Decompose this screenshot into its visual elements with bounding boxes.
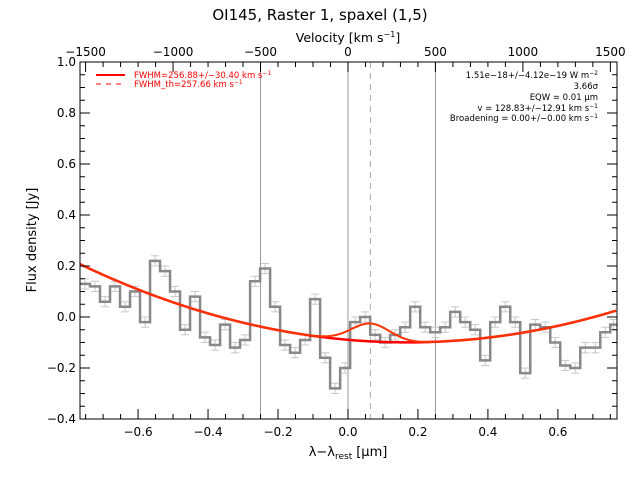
x-tick-label: −0.2 <box>263 425 292 439</box>
x-tick-label: −0.4 <box>193 425 222 439</box>
annotation-broadening: Broadening = 0.00+/−0.00 km s−1 <box>450 113 598 124</box>
y-tick-label: 0.6 <box>57 157 76 171</box>
y-tick-label: 1.0 <box>57 55 76 69</box>
data-step-line <box>80 259 617 390</box>
x-tick-label: 0.4 <box>478 425 497 439</box>
chart-title: OI145, Raster 1, spaxel (1,5) <box>212 6 427 24</box>
y-tick-label: 0.2 <box>57 259 76 273</box>
x-tick-label: 0.0 <box>338 425 357 439</box>
x2-tick-label: −1000 <box>153 45 194 59</box>
y-axis-label: Flux density [Jy] <box>25 188 40 293</box>
x-tick-label: −0.6 <box>124 425 153 439</box>
y-tick-label: −0.4 <box>47 412 76 426</box>
x2-tick-label: 1000 <box>508 45 539 59</box>
gaussian-fit-line <box>79 263 617 343</box>
y-tick-label: 0.8 <box>57 106 76 120</box>
y-tick-label: 0.0 <box>57 310 76 324</box>
x2-tick-label: −500 <box>244 45 277 59</box>
annotation-flux: 1.51e−18+/−4.12e−19 W m−2 <box>466 70 598 81</box>
x2-tick-label: 500 <box>424 45 447 59</box>
annotation-velocity: v = 128.83+/−12.91 km s−1 <box>477 103 598 114</box>
x-tick-label: 0.6 <box>548 425 567 439</box>
x2-tick-label: 0 <box>344 45 352 59</box>
y-tick-label: −0.2 <box>47 361 76 375</box>
y-tick-label: 0.4 <box>57 208 76 222</box>
x2-tick-label: 1500 <box>595 45 626 59</box>
x2-tick-label: −1500 <box>65 45 106 59</box>
annotation-eqw: EQW = 0.01 μm <box>530 93 598 103</box>
legend: FWHM=256.88+/−30.40 km s−1 FWHM_th=257.6… <box>96 70 271 90</box>
x-axis-label: λ−λrest [μm] <box>309 445 388 462</box>
x2-axis-label: Velocity [km s−1] <box>296 30 400 45</box>
legend-item-fwhm: FWHM=256.88+/−30.40 km s−1 <box>134 70 271 81</box>
legend-item-fwhm-th: FWHM_th=257.66 km s−1 <box>134 79 243 90</box>
x-tick-label: 0.2 <box>408 425 427 439</box>
annotation-sigma: 3.66σ <box>574 82 599 92</box>
fit-annotations: 1.51e−18+/−4.12e−19 W m−2 3.66σ EQW = 0.… <box>450 70 599 124</box>
